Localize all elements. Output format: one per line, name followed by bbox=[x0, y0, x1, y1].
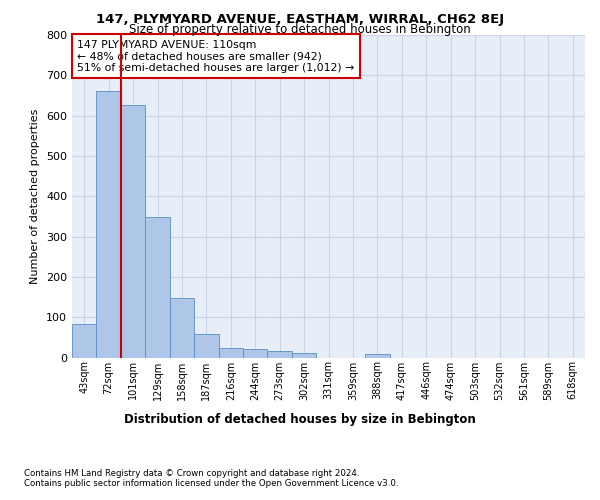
Bar bbox=[292, 353, 316, 358]
Bar bbox=[194, 334, 218, 357]
Bar bbox=[268, 351, 292, 358]
Text: Size of property relative to detached houses in Bebington: Size of property relative to detached ho… bbox=[129, 24, 471, 36]
Y-axis label: Number of detached properties: Number of detached properties bbox=[31, 108, 40, 284]
Bar bbox=[145, 217, 170, 358]
Bar bbox=[218, 348, 243, 358]
Bar bbox=[121, 104, 145, 358]
Text: Distribution of detached houses by size in Bebington: Distribution of detached houses by size … bbox=[124, 412, 476, 426]
Bar bbox=[97, 92, 121, 358]
Text: Contains HM Land Registry data © Crown copyright and database right 2024.: Contains HM Land Registry data © Crown c… bbox=[24, 469, 359, 478]
Text: 147 PLYMYARD AVENUE: 110sqm
← 48% of detached houses are smaller (942)
51% of se: 147 PLYMYARD AVENUE: 110sqm ← 48% of det… bbox=[77, 40, 355, 73]
Bar bbox=[170, 298, 194, 358]
Bar bbox=[365, 354, 389, 358]
Text: Contains public sector information licensed under the Open Government Licence v3: Contains public sector information licen… bbox=[24, 479, 398, 488]
Text: 147, PLYMYARD AVENUE, EASTHAM, WIRRAL, CH62 8EJ: 147, PLYMYARD AVENUE, EASTHAM, WIRRAL, C… bbox=[96, 12, 504, 26]
Bar bbox=[72, 324, 97, 358]
Bar bbox=[243, 350, 268, 358]
